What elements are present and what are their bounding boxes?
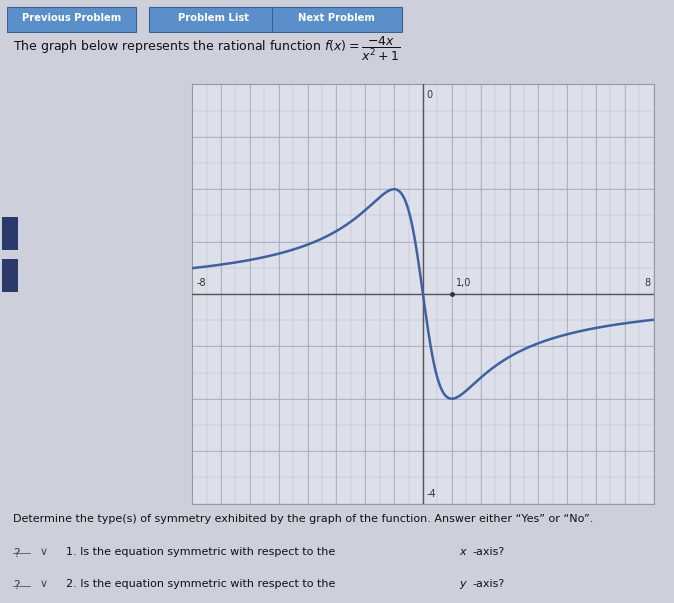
Text: Determine the type(s) of symmetry exhibited by the graph of the function. Answer: Determine the type(s) of symmetry exhibi… [13,514,594,524]
Text: ∨: ∨ [40,547,48,557]
Text: 1,0: 1,0 [456,277,472,288]
Bar [2,259,18,292]
Text: 2. Is the equation symmetric with respect to the: 2. Is the equation symmetric with respec… [66,579,339,589]
Text: The graph below represents the rational function $f\left(x\right) = \dfrac{-4x}{: The graph below represents the rational … [13,35,400,63]
Text: ∨: ∨ [40,579,48,589]
Text: -axis?: -axis? [472,547,505,557]
Text: -axis?: -axis? [472,579,505,589]
Text: 8: 8 [645,277,651,288]
Text: 1. Is the equation symmetric with respect to the: 1. Is the equation symmetric with respec… [66,547,339,557]
Text: Previous Problem: Previous Problem [22,13,121,23]
Bar [2,217,18,250]
Text: y: y [459,579,466,589]
Text: Problem List: Problem List [178,13,249,23]
FancyBboxPatch shape [272,7,402,32]
Text: Next Problem: Next Problem [299,13,375,23]
Text: x: x [459,547,466,557]
FancyBboxPatch shape [149,7,278,32]
FancyBboxPatch shape [7,7,136,32]
Text: 0: 0 [427,90,433,99]
Text: -8: -8 [196,277,206,288]
Text: ?: ? [13,579,20,592]
Text: -4: -4 [427,489,436,499]
Text: ?: ? [13,547,20,560]
